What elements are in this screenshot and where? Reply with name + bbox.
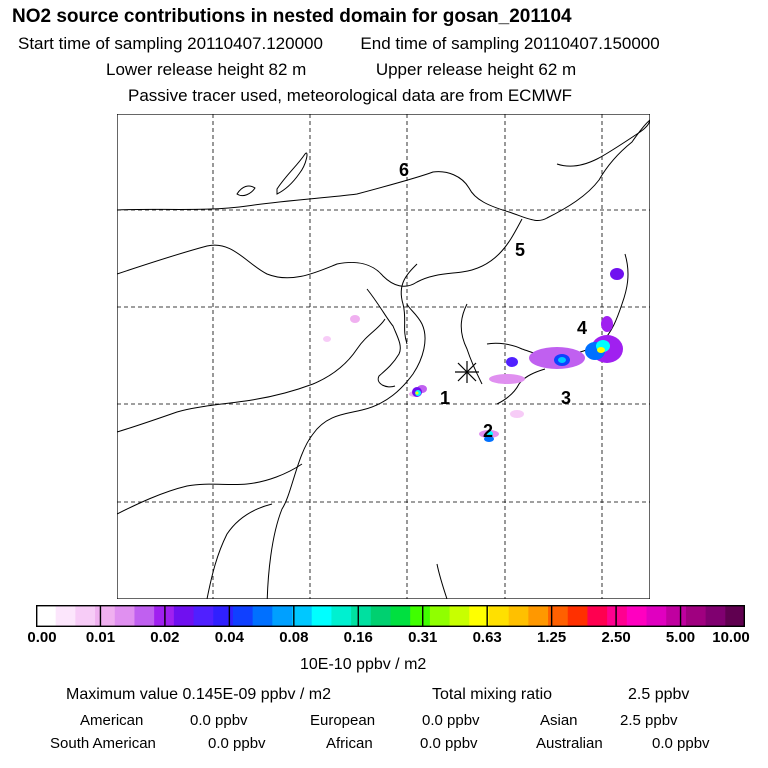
colorbar-swatch — [508, 605, 529, 627]
colorbar-tick-label: 0.63 — [472, 629, 502, 646]
colorbar-swatch — [429, 605, 451, 627]
colorbar-swatch — [351, 605, 372, 627]
colorbar-swatch — [36, 605, 57, 627]
lakes — [236, 152, 308, 197]
colorbar-tick-label: 0.02 — [150, 629, 180, 646]
colorbar-swatch — [213, 605, 234, 627]
colorbar-swatch — [449, 605, 470, 627]
colorbar-swatch — [232, 605, 254, 627]
colorbar-swatch — [390, 605, 411, 627]
asian-label: Asian — [540, 712, 578, 729]
colorbar-swatch — [705, 605, 726, 627]
region-label: 2 — [483, 421, 493, 441]
release-heights: Lower release height 82 m Upper release … — [106, 60, 576, 80]
colorbar-swatch — [173, 605, 195, 627]
colorbar-swatch — [370, 605, 391, 627]
colorbar-ticks: 0.00 0.01 0.02 0.04 0.08 0.16 0.31 0.63 1.25 2.50… — [0, 629, 768, 651]
colorbar-swatch — [410, 605, 431, 627]
colorbar-tick-label: 0.31 — [408, 629, 438, 646]
australian-value: 0.0 ppbv — [652, 735, 710, 752]
colorbar-swatch — [193, 605, 214, 627]
start-time-label: Start time of sampling 20110407.120000 — [18, 34, 323, 53]
total-mixing-value: 2.5 ppbv — [628, 686, 690, 703]
colorbar-swatch — [607, 605, 628, 627]
asian-value: 2.5 ppbv — [620, 712, 678, 729]
colorbar-tick-label: 0.16 — [343, 629, 373, 646]
colorbar-swatch — [666, 605, 687, 627]
lower-release-label: Lower release height 82 m — [106, 60, 307, 79]
colorbar-swatch — [272, 605, 293, 627]
south-american-value: 0.0 ppbv — [208, 735, 266, 752]
colorbar-swatch — [311, 605, 332, 627]
colorbar-tick-label: 10.00 — [712, 629, 750, 646]
colorbar-swatch — [252, 605, 273, 627]
region-label: 4 — [577, 318, 587, 338]
tracer-note: Passive tracer used, meteorological data… — [128, 86, 573, 105]
colorbar-units: 10E-10 ppbv / m2 — [300, 656, 427, 673]
sampling-times: Start time of sampling 20110407.120000 E… — [18, 34, 660, 54]
colorbar-swatch — [114, 605, 135, 627]
european-value: 0.0 ppbv — [422, 712, 480, 729]
european-label: European — [310, 712, 376, 729]
colorbar-tick-label: 2.50 — [601, 629, 631, 646]
map-title: NO2 source contributions in nested domai… — [12, 6, 572, 27]
south-american-label: South American — [50, 735, 156, 752]
colorbar-swatch — [134, 605, 155, 627]
colorbar-tick-label: 0.04 — [214, 629, 244, 646]
american-label: American — [80, 712, 144, 729]
colorbar-border — [36, 605, 745, 627]
upper-release-label: Upper release height 62 m — [375, 60, 577, 79]
colorbar-swatch — [75, 605, 96, 627]
region-label: 6 — [399, 160, 409, 180]
plume-regions — [323, 268, 624, 442]
region-label: 3 — [561, 388, 571, 408]
source-contribution-map: 1 2 3 4 5 6 — [117, 114, 650, 599]
african-label: African — [326, 735, 373, 752]
colorbar-tick-label: 1.25 — [537, 629, 567, 646]
region-label: 1 — [440, 388, 450, 408]
colorbar-swatch — [95, 605, 116, 627]
region-label: 5 — [515, 240, 525, 260]
australian-label: Australian — [536, 735, 603, 752]
coastlines — [117, 118, 650, 599]
colorbar-tick-label: 0.00 — [27, 629, 57, 646]
colorbar-swatch — [567, 605, 588, 627]
african-value: 0.0 ppbv — [420, 735, 478, 752]
colorbar — [36, 605, 745, 627]
colorbar-swatch — [292, 605, 313, 627]
receptor-asterisk-icon — [455, 361, 479, 383]
max-value-label: Maximum value 0.145E-09 ppbv / m2 — [66, 686, 332, 703]
colorbar-swatch — [548, 605, 569, 627]
colorbar-swatch — [55, 605, 76, 627]
colorbar-swatch — [488, 605, 510, 627]
total-mixing-label: Total mixing ratio — [432, 686, 553, 703]
colorbar-tick-label: 0.01 — [85, 629, 116, 646]
colorbar-swatch — [685, 605, 707, 627]
american-value: 0.0 ppbv — [190, 712, 248, 729]
colorbar-tick-label: 5.00 — [665, 629, 696, 646]
colorbar-swatch — [626, 605, 648, 627]
colorbar-tick-label: 0.08 — [279, 629, 309, 646]
colorbar-swatch — [528, 605, 549, 627]
colorbar-swatch — [469, 605, 490, 627]
colorbar-swatch — [587, 605, 608, 627]
colorbar-swatch — [331, 605, 352, 627]
colorbar-swatch — [646, 605, 667, 627]
end-time-label: End time of sampling 20110407.150000 — [360, 34, 660, 53]
colorbar-swatch — [725, 605, 745, 627]
